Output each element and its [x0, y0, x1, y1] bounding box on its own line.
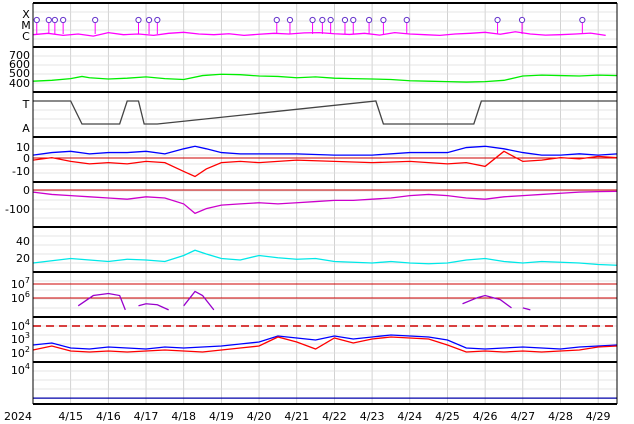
series-line	[32, 336, 618, 353]
x-tick-label: 4/23	[360, 410, 385, 423]
y-tick-label: 600	[9, 58, 30, 71]
flare-marker	[327, 16, 334, 24]
flare-marker	[154, 16, 161, 24]
series-line	[32, 31, 606, 37]
series-line	[32, 249, 618, 266]
series-line	[33, 100, 617, 125]
y-tick-label: -100	[5, 203, 30, 216]
x-tick-label: 4/28	[548, 410, 573, 423]
series-line	[183, 290, 215, 311]
y-category-label: X	[22, 8, 30, 21]
series-line	[32, 73, 618, 83]
flare-marker	[350, 16, 357, 24]
flare-marker	[494, 16, 501, 24]
y-tick-label: 104	[11, 362, 30, 377]
flare-marker	[319, 16, 326, 24]
series-line	[32, 190, 618, 215]
x-tick-label: 4/29	[586, 410, 611, 423]
y-tick-label: 106	[11, 290, 30, 305]
y-tick-label: 103	[11, 331, 30, 346]
x-tick-label: 2024	[4, 410, 32, 423]
flare-marker	[518, 16, 526, 24]
x-tick-label: 4/22	[322, 410, 347, 423]
flare-marker	[403, 16, 410, 24]
y-tick-label: 400	[9, 77, 30, 90]
x-tick-label: 4/18	[171, 410, 196, 423]
series-layer	[32, 16, 618, 399]
series-line	[32, 145, 618, 156]
flare-marker	[92, 16, 99, 24]
x-tick-label: 4/15	[58, 410, 83, 423]
flare-marker	[309, 16, 316, 24]
x-tick-label: 4/21	[284, 410, 309, 423]
y-tick-label: 700	[9, 49, 30, 62]
flare-marker	[145, 16, 153, 24]
y-tick-label: 500	[9, 67, 30, 80]
flare-marker	[380, 16, 387, 24]
y-tick-label: 0	[23, 152, 30, 165]
flare-marker	[33, 16, 40, 24]
flare-marker	[273, 16, 280, 24]
y-tick-label: 107	[11, 276, 30, 291]
grid-layer	[33, 3, 617, 404]
flare-marker	[365, 16, 373, 24]
x-tick-label: 4/27	[510, 410, 535, 423]
y-tick-label: 10	[16, 141, 30, 154]
flare-marker	[135, 16, 142, 24]
y-category-label: M	[21, 19, 31, 32]
flare-marker	[45, 16, 52, 24]
x-tick-label: 4/16	[96, 410, 121, 423]
x-tick-label: 4/19	[209, 410, 234, 423]
series-line	[462, 294, 512, 309]
y-tick-label: 102	[11, 345, 30, 360]
y-category-label: T	[22, 98, 30, 111]
flare-marker	[341, 16, 349, 24]
label-layer: 2024 4/15 4/16 4/17 4/18 4/19 4/20 4/21 4/22 4/23…	[4, 8, 611, 423]
y-tick-label: 0	[23, 184, 30, 197]
x-tick-label: 4/24	[397, 410, 422, 423]
y-category-label: C	[22, 30, 30, 43]
y-tick-label: 20	[16, 252, 30, 265]
series-line	[77, 292, 126, 311]
flare-marker	[579, 16, 586, 24]
series-line	[522, 307, 531, 311]
y-tick-label: 40	[16, 235, 30, 248]
frame-layer	[32, 2, 618, 405]
x-tick-label: 4/26	[473, 410, 498, 423]
x-tick-label: 4/25	[435, 410, 460, 423]
series-line	[32, 150, 618, 178]
x-tick-label: 4/17	[134, 410, 159, 423]
series-line	[32, 334, 618, 350]
flare-marker	[51, 16, 58, 24]
y-tick-label: -10	[12, 165, 30, 178]
flare-marker	[286, 16, 294, 24]
x-tick-label: 4/20	[247, 410, 272, 423]
series-line	[138, 303, 169, 311]
y-category-label: A	[22, 122, 30, 135]
flare-marker	[60, 16, 67, 24]
